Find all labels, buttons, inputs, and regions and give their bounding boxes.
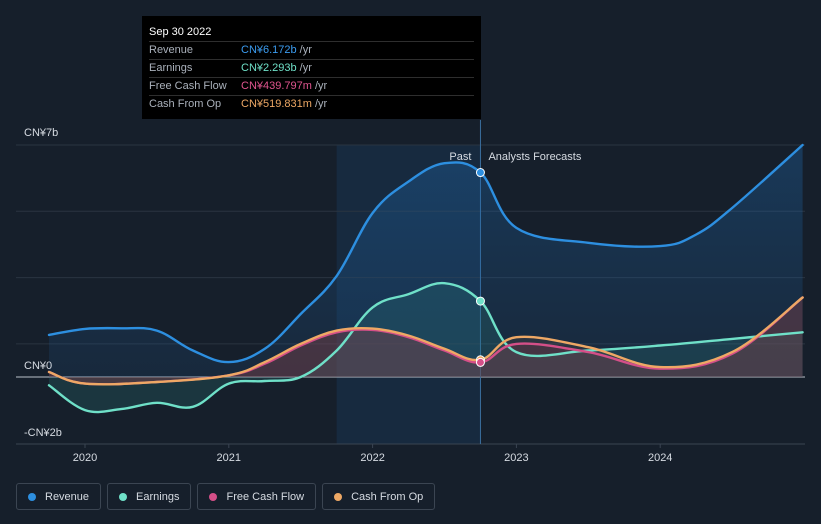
y-tick-label: CN¥0 [24, 360, 52, 372]
tooltip-row: Free Cash Flow CN¥439.797m/yr [149, 77, 474, 95]
tooltip-row-label: Earnings [149, 62, 193, 74]
legend-dot-icon [334, 492, 343, 501]
tooltip-row: Revenue CN¥6.172b/yr [149, 41, 474, 59]
legend-item-revenue[interactable]: Revenue [16, 483, 102, 510]
legend: Revenue Earnings Free Cash Flow Cash From O… [16, 483, 436, 510]
x-tick-label: 2022 [360, 452, 384, 464]
revenue-marker [475, 168, 485, 178]
revenue-line [47, 143, 804, 364]
fcf-area [49, 297, 803, 385]
cfo-area [49, 297, 803, 385]
tooltip-row-label: Free Cash Flow [149, 80, 227, 92]
tooltip-row-unit: /yr [314, 98, 328, 110]
x-tick-label: 2023 [504, 452, 528, 464]
tooltip-row-label: Cash From Op [149, 98, 222, 110]
legend-dot-icon [209, 492, 218, 501]
free-cash-flow-marker [475, 357, 485, 367]
legend-label: Cash From Op [351, 490, 424, 503]
tooltip-row-unit: /yr [299, 62, 312, 74]
y-tick-label: CN¥7b [24, 127, 58, 139]
tooltip-row-value: CN¥519.831m [241, 98, 312, 110]
tooltip-date: Sep 30 2022 [149, 26, 212, 38]
legend-item-earnings[interactable]: Earnings [107, 483, 192, 510]
legend-label: Free Cash Flow [226, 490, 305, 503]
legend-dot-icon [28, 492, 36, 501]
earnings-area [49, 283, 803, 413]
tooltip-row-unit: /yr [314, 80, 328, 92]
earnings-marker [475, 296, 485, 306]
tooltip-row-value: CN¥439.797m [241, 80, 312, 92]
tooltip-row-label: Revenue [149, 44, 194, 56]
legend-label: Revenue [45, 490, 90, 503]
y-tick-label: -CN¥2b [24, 427, 62, 439]
legend-label: Earnings [136, 490, 180, 503]
x-tick-label: 2020 [73, 452, 97, 464]
legend-item-cash-from-op[interactable]: Cash From Op [322, 483, 436, 510]
past-label: Past [449, 151, 471, 163]
forecast-label: Analysts Forecasts [488, 151, 581, 163]
revenue-area [49, 145, 803, 377]
tooltip-row: Earnings CN¥2.293b/yr [149, 59, 474, 77]
tooltip-panel: Sep 30 2022 Revenue CN¥6.172b/yr Earnings C… [142, 16, 481, 119]
legend-dot-icon [119, 492, 128, 501]
tooltip-row-value: CN¥2.293b [241, 62, 297, 74]
earnings-line [47, 281, 804, 414]
tooltip-row-value: CN¥6.172b [241, 44, 297, 56]
tooltip-row: Cash From Op CN¥519.831m/yr [149, 95, 474, 113]
legend-item-free-cash-flow[interactable]: Free Cash Flow [197, 483, 317, 510]
x-tick-label: 2021 [217, 452, 241, 464]
cash-from-op-line [47, 296, 804, 386]
tooltip-row-unit: /yr [299, 44, 312, 56]
x-tick-label: 2024 [648, 452, 672, 464]
